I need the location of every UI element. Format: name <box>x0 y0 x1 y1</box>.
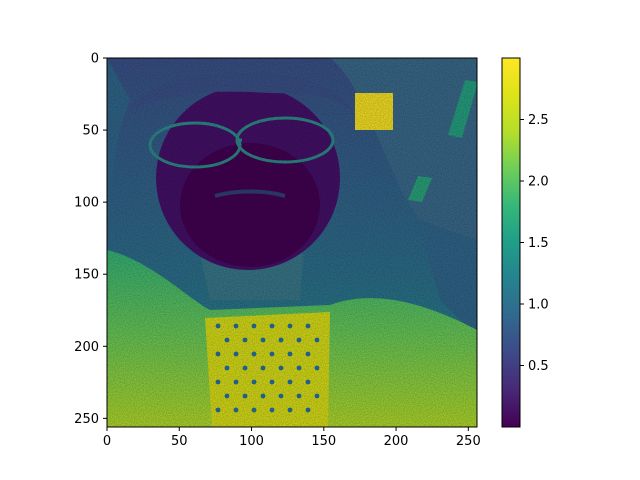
shirt-dot <box>251 407 257 413</box>
shirt-dot <box>242 365 248 371</box>
x-tick-label: 150 <box>311 434 336 449</box>
shirt-dot <box>305 407 311 413</box>
shirt-dot <box>242 393 248 399</box>
y-axis: 0 50 100 150 200 250 <box>74 52 107 427</box>
shirt-dot <box>233 379 239 385</box>
shirt-dot <box>224 337 230 343</box>
shirt-dot <box>251 323 257 329</box>
heatmap-image <box>107 58 477 427</box>
shirt-dot <box>296 393 302 399</box>
y-tick-label: 150 <box>74 268 99 283</box>
shirt-dot <box>215 323 221 329</box>
colorbar-tick-label: 0.5 <box>528 359 549 374</box>
shirt-dot <box>260 365 266 371</box>
shirt-dot <box>242 337 248 343</box>
shirt-dot <box>260 393 266 399</box>
colorbar-tick-label: 1.0 <box>528 298 549 313</box>
shirt-dot <box>287 323 293 329</box>
shirt-dot <box>269 323 275 329</box>
shirt-dot <box>314 365 320 371</box>
shirt-dots <box>215 323 320 413</box>
shirt-dot <box>296 337 302 343</box>
shirt-dot <box>287 351 293 357</box>
colorbar <box>501 57 521 428</box>
y-tick-label: 100 <box>74 196 99 211</box>
shirt-dot <box>260 337 266 343</box>
shirt-dot <box>305 323 311 329</box>
noise-overlay <box>107 58 477 427</box>
colorbar-tick-label: 2.5 <box>528 113 549 128</box>
shirt-dot <box>269 407 275 413</box>
shirt-dot <box>224 365 230 371</box>
x-tick-label: 200 <box>384 434 409 449</box>
shirt-dot <box>215 351 221 357</box>
axes-frame <box>106 57 478 428</box>
x-tick-label: 100 <box>239 434 264 449</box>
shirt-dot <box>233 407 239 413</box>
shirt-dot <box>314 393 320 399</box>
shirt-dot <box>215 379 221 385</box>
shirt-dot <box>287 379 293 385</box>
colorbar-tick-label: 1.5 <box>528 236 549 251</box>
x-tick-label: 50 <box>171 434 188 449</box>
shirt-dot <box>251 379 257 385</box>
shirt-dot <box>233 323 239 329</box>
y-tick-label: 50 <box>82 124 99 139</box>
shirt-dot <box>251 351 257 357</box>
shirt-dot <box>278 365 284 371</box>
shirt-dot <box>233 351 239 357</box>
x-tick-label: 0 <box>103 434 111 449</box>
x-axis: 0 50 100 150 200 250 <box>103 427 481 449</box>
shirt-dot <box>314 337 320 343</box>
colorbar-axis: 0.5 1.0 1.5 2.0 2.5 <box>520 113 549 374</box>
shirt-dot <box>278 337 284 343</box>
shirt-dot <box>305 351 311 357</box>
y-tick-label: 200 <box>74 340 99 355</box>
shirt-dot <box>269 379 275 385</box>
shirt-dot <box>215 407 221 413</box>
shirt-dot <box>296 365 302 371</box>
colorbar-tick-label: 2.0 <box>528 175 549 190</box>
x-tick-label: 250 <box>456 434 481 449</box>
shirt-dot <box>224 393 230 399</box>
y-tick-label: 250 <box>74 412 99 427</box>
shirt-dot <box>305 379 311 385</box>
shirt-dot <box>269 351 275 357</box>
shirt-dot <box>287 407 293 413</box>
y-tick-label: 0 <box>91 52 99 67</box>
shirt-dot <box>278 393 284 399</box>
